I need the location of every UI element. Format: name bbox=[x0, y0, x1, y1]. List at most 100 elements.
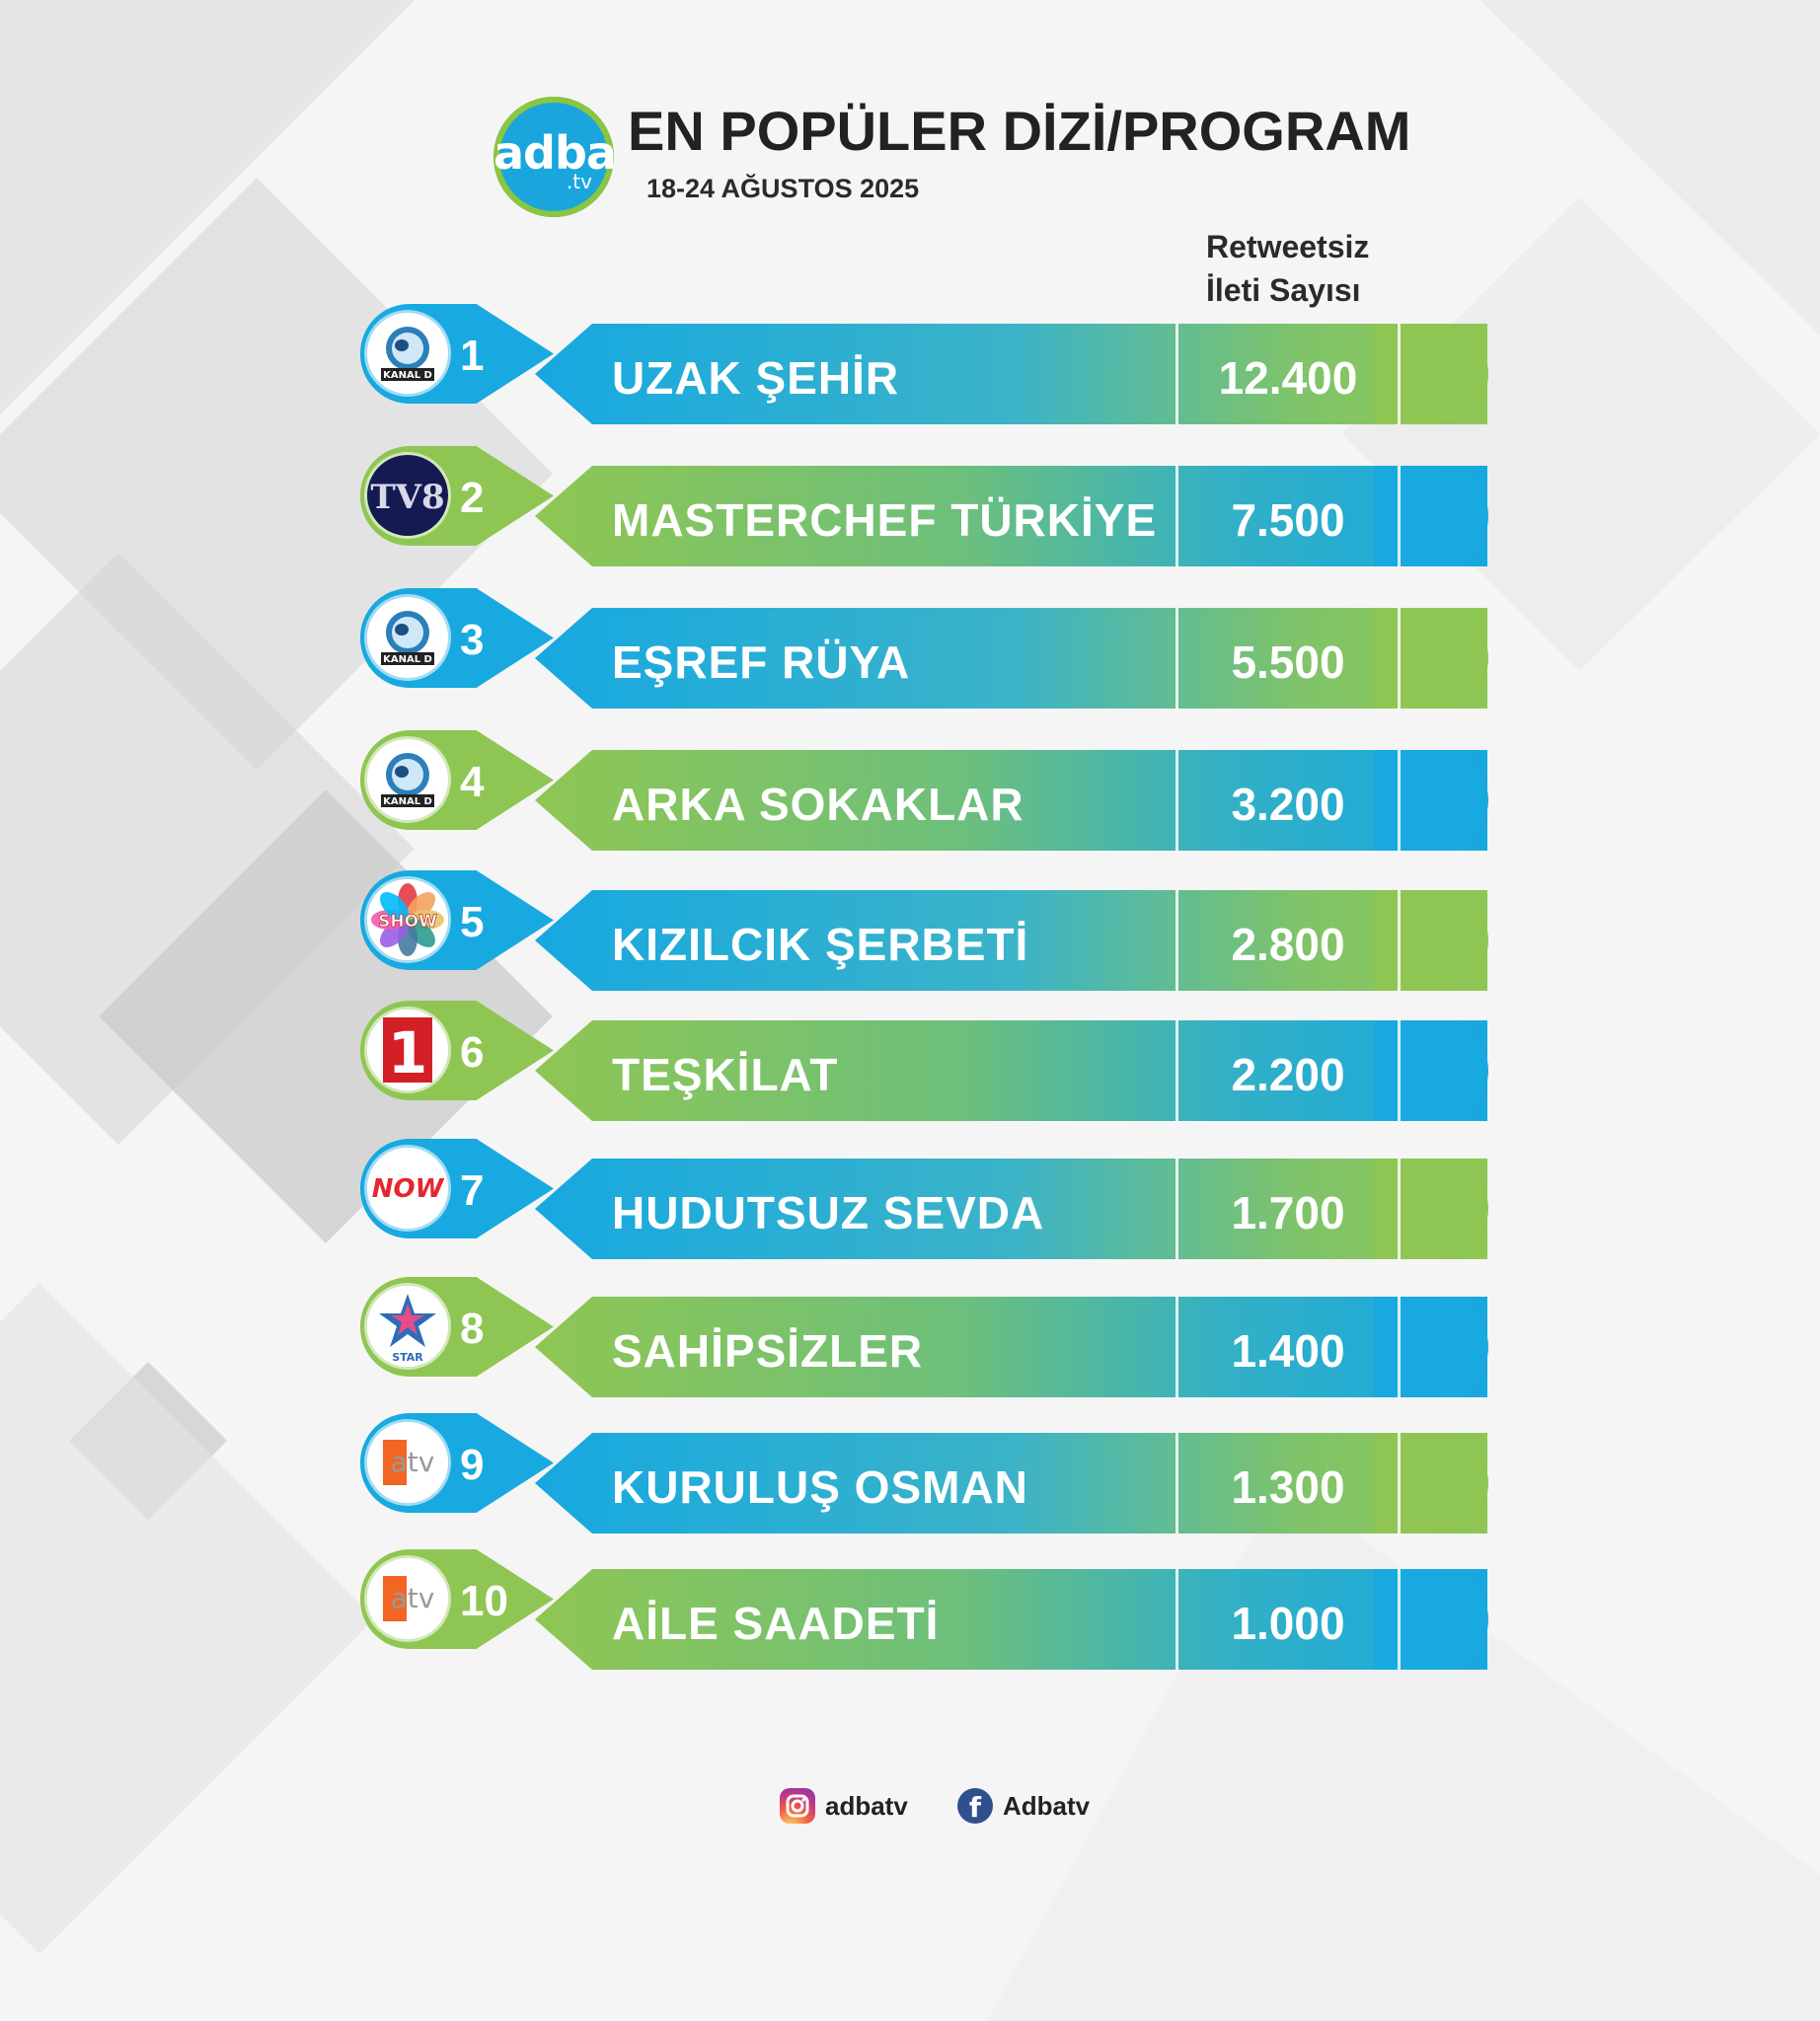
row-bar bbox=[535, 1433, 1487, 1534]
program-name: AİLE SAADETİ bbox=[612, 1598, 940, 1649]
row-separator bbox=[1175, 608, 1178, 709]
program-name: KIZILCIK ŞERBETİ bbox=[612, 919, 1029, 970]
post-count: 12.400 bbox=[1218, 352, 1358, 404]
trt1-logo-icon: 1 bbox=[367, 1010, 448, 1090]
column-header: Retweetsiz İleti Sayısı bbox=[1206, 225, 1443, 312]
ranking-row: TV8 2 MASTERCHEF TÜRKİYE 7.500 bbox=[357, 446, 1488, 566]
ranking-row: NOW 7 HUDUTSUZ SEVDA 1.700 bbox=[357, 1139, 1488, 1259]
tv8-logo-icon: TV8 bbox=[367, 455, 448, 536]
logo-suffix: .tv bbox=[566, 170, 592, 193]
ranking-row: KANAL D 1 UZAK ŞEHİR 12.400 bbox=[357, 304, 1488, 424]
kanal-d-logo-icon: KANAL D bbox=[367, 313, 448, 394]
row-bar-cap bbox=[1374, 608, 1488, 709]
svg-text:KANAL D: KANAL D bbox=[383, 654, 432, 665]
svg-text:STAR: STAR bbox=[392, 1351, 423, 1364]
rank-number: 3 bbox=[460, 616, 485, 664]
row-separator bbox=[1398, 1020, 1401, 1121]
post-count: 1.700 bbox=[1231, 1187, 1345, 1238]
post-count: 3.200 bbox=[1231, 779, 1345, 830]
row-separator bbox=[1398, 750, 1401, 851]
row-bar bbox=[535, 608, 1487, 709]
date-range: 18-24 AĞUSTOS 2025 bbox=[646, 174, 920, 203]
row-bar bbox=[535, 750, 1487, 851]
row-separator bbox=[1398, 1433, 1401, 1534]
svg-text:KANAL D: KANAL D bbox=[383, 370, 432, 381]
svg-text:KANAL D: KANAL D bbox=[383, 796, 432, 807]
atv-logo-icon: atv bbox=[367, 1558, 448, 1639]
row-separator bbox=[1398, 890, 1401, 991]
row-separator bbox=[1175, 1020, 1178, 1121]
post-count: 2.200 bbox=[1231, 1049, 1345, 1100]
ranking-row: 1 6 TEŞKİLAT 2.200 bbox=[357, 1001, 1488, 1121]
row-separator bbox=[1398, 1569, 1401, 1670]
rank-number: 8 bbox=[460, 1305, 485, 1353]
column-header-line2: İleti Sayısı bbox=[1206, 272, 1361, 308]
post-count: 2.800 bbox=[1231, 919, 1345, 970]
rank-number: 9 bbox=[460, 1441, 485, 1489]
row-bar-cap bbox=[1374, 466, 1488, 566]
program-name: EŞREF RÜYA bbox=[612, 636, 911, 688]
svg-text:SHOW: SHOW bbox=[378, 912, 437, 932]
rank-number: 10 bbox=[460, 1577, 508, 1625]
svg-text:1: 1 bbox=[388, 1019, 427, 1086]
row-bar-cap bbox=[1374, 890, 1488, 991]
kanal-d-logo-icon: KANAL D bbox=[367, 739, 448, 820]
row-separator bbox=[1175, 890, 1178, 991]
ranking-row: STAR 8 SAHİPSİZLER 1.400 bbox=[357, 1277, 1488, 1397]
program-name: HUDUTSUZ SEVDA bbox=[612, 1187, 1045, 1238]
atv-logo-icon: atv bbox=[367, 1422, 448, 1503]
ranking-row: atv 10 AİLE SAADETİ 1.000 bbox=[357, 1549, 1488, 1670]
facebook-link[interactable]: f Adbatv bbox=[957, 1788, 1090, 1824]
page-title: EN POPÜLER DİZİ/PROGRAM bbox=[628, 100, 1411, 162]
program-name: UZAK ŞEHİR bbox=[612, 352, 900, 404]
now-logo-icon: NOW bbox=[367, 1148, 448, 1229]
row-bar-cap bbox=[1374, 1297, 1488, 1397]
row-separator bbox=[1175, 1159, 1178, 1259]
row-bar bbox=[535, 1020, 1487, 1121]
row-bar bbox=[535, 324, 1487, 424]
row-separator bbox=[1175, 750, 1178, 851]
row-separator bbox=[1175, 1297, 1178, 1397]
instagram-handle: adbatv bbox=[825, 1790, 908, 1821]
svg-text:NOW: NOW bbox=[372, 1174, 445, 1204]
post-count: 5.500 bbox=[1231, 636, 1345, 688]
row-bar-cap bbox=[1374, 1159, 1488, 1259]
rank-number: 5 bbox=[460, 898, 485, 946]
instagram-icon bbox=[780, 1788, 815, 1824]
row-bar-cap bbox=[1374, 1020, 1488, 1121]
star-logo-icon: STAR bbox=[367, 1286, 448, 1367]
row-bar-cap bbox=[1374, 1433, 1488, 1534]
rank-number: 6 bbox=[460, 1028, 485, 1077]
post-count: 1.000 bbox=[1231, 1598, 1345, 1649]
facebook-handle: Adbatv bbox=[1003, 1790, 1091, 1821]
row-separator bbox=[1398, 1297, 1401, 1397]
logo-text: adba bbox=[493, 126, 617, 180]
row-separator bbox=[1175, 466, 1178, 566]
instagram-link[interactable]: adbatv bbox=[780, 1788, 908, 1824]
ranking-row: SHOW 5 KIZILCIK ŞERBETİ 2.800 bbox=[357, 870, 1488, 991]
row-separator bbox=[1398, 608, 1401, 709]
column-header-line1: Retweetsiz bbox=[1206, 229, 1370, 264]
row-bar-cap bbox=[1374, 750, 1488, 851]
svg-text:TV8: TV8 bbox=[370, 478, 444, 517]
row-bar-cap bbox=[1374, 1569, 1488, 1670]
row-bar bbox=[535, 466, 1487, 566]
post-count: 1.400 bbox=[1231, 1325, 1345, 1377]
program-name: KURULUŞ OSMAN bbox=[612, 1461, 1028, 1513]
rank-number: 4 bbox=[460, 758, 485, 806]
ranking-row: KANAL D 4 ARKA SOKAKLAR 3.200 bbox=[357, 730, 1488, 851]
program-name: MASTERCHEF TÜRKİYE bbox=[612, 494, 1158, 546]
program-name: TEŞKİLAT bbox=[612, 1049, 839, 1100]
row-separator bbox=[1175, 1433, 1178, 1534]
rank-number: 1 bbox=[460, 332, 485, 380]
row-bar-cap bbox=[1374, 324, 1488, 424]
rank-number: 7 bbox=[460, 1166, 485, 1215]
program-name: SAHİPSİZLER bbox=[612, 1325, 924, 1377]
kanal-d-logo-icon: KANAL D bbox=[367, 597, 448, 678]
row-separator bbox=[1175, 324, 1178, 424]
svg-text:atv: atv bbox=[391, 1582, 435, 1614]
show-logo-icon: SHOW bbox=[367, 879, 448, 960]
ranking-row: atv 9 KURULUŞ OSMAN 1.300 bbox=[357, 1413, 1488, 1534]
row-separator bbox=[1398, 1159, 1401, 1259]
post-count: 7.500 bbox=[1231, 494, 1345, 546]
